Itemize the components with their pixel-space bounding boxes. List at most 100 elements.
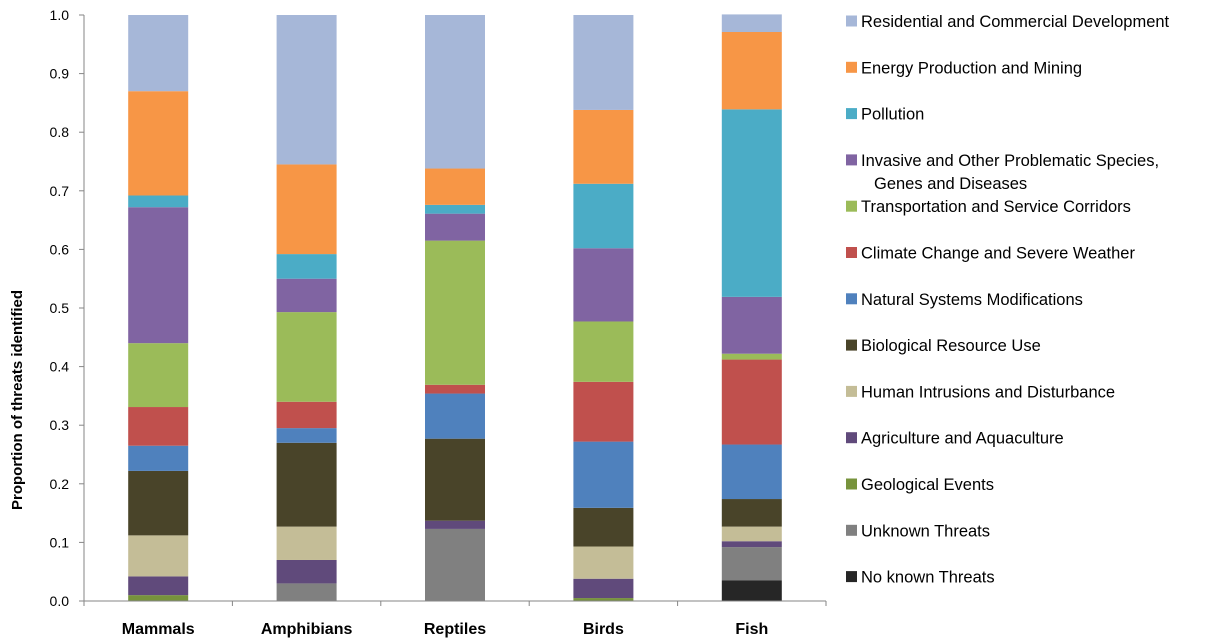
y-tick-label: 0.7 [50,183,70,199]
bar-segment [425,204,485,214]
bar-segment [425,240,485,385]
bar-segment [425,384,485,394]
bar-segment [128,195,189,208]
bar-segment [425,528,485,601]
y-tick-label: 0.1 [50,534,70,550]
y-tick-label: 0.4 [50,359,70,375]
bar-segment [276,526,337,560]
bar-segment [721,444,782,500]
legend-swatch [846,293,857,305]
legend-entry: Biological Resource Use [846,337,1041,355]
legend-label: Geological Events [861,476,994,494]
bars [128,14,782,601]
bar-segment [128,407,189,446]
legend-swatch [846,154,857,166]
bar-segment [128,576,189,596]
y-tick-label: 0.2 [50,476,70,492]
legend-swatch [846,385,857,397]
legend-label: Pollution [861,106,924,124]
bar-segment [573,248,634,322]
legend-label: Agriculture and Aquaculture [861,430,1064,448]
bar-segment [128,91,189,196]
bar-segment [425,520,485,529]
bar-segment [276,401,337,429]
legend-swatch [846,339,857,351]
y-tick-label: 0.0 [50,593,70,609]
bar-segment [425,15,485,169]
x-category-label: Amphibians [261,621,353,638]
bar-segment [128,343,189,408]
bar-segment [721,109,782,297]
legend-entry: Transportation and Service Corridors [846,198,1131,216]
bar-segment [721,580,782,601]
x-category-label: Reptiles [424,621,486,638]
bar-segment [573,183,634,249]
bar-segment [721,499,782,527]
legend: Residential and Commercial Development En… [846,13,1170,587]
legend-label: Biological Resource Use [861,337,1041,355]
legend-swatch [846,200,857,212]
legend-label: Natural Systems Modifications [861,291,1083,309]
bar-segment [276,559,337,584]
legend-swatch [846,247,857,258]
bar-segment [425,168,485,205]
y-tick-label: 0.8 [50,124,70,140]
legend-swatch [846,432,857,444]
legend-label: Residential and Commercial Development [861,13,1170,31]
bar-segment [721,547,782,581]
legend-entry: Human Intrusions and Disturbance [846,383,1115,401]
bar-segment [573,441,634,508]
y-axis-title: Proportion of threats identified [9,290,26,510]
y-tick-label: 0.5 [50,300,70,316]
legend-label: Energy Production and Mining [861,59,1082,77]
legend-entry: Natural Systems Modifications [846,291,1083,309]
bar-segment [276,583,337,601]
bar-segment [721,359,782,445]
bar-segment [721,526,782,542]
legend-swatch [846,524,857,536]
bar-segment [573,507,634,547]
legend-label: No known Threats [861,569,995,587]
bar-segment [276,442,337,527]
bar-segment [425,393,485,439]
bar-segment [276,164,337,255]
bar-segment [128,470,189,536]
legend-entry: Agriculture and Aquaculture [846,430,1064,448]
x-category-label: Mammals [122,621,195,638]
bar-segment [721,353,782,360]
legend-label: Invasive and Other Problematic Species, [861,152,1159,170]
legend-entry: Geological Events [846,476,994,494]
bar-segment [721,14,782,32]
bar-segment [721,541,782,548]
legend-label: Unknown Threats [861,522,990,540]
legend-label: Genes and Diseases [874,175,1027,193]
bar-segment [573,546,634,579]
bar-segment [573,109,634,184]
bar-segment [721,31,782,110]
legend-label: Climate Change and Severe Weather [861,245,1135,263]
axes [83,15,827,606]
legend-entry: Residential and Commercial Development [846,13,1170,31]
bar-segment [276,312,337,402]
bar-segment [128,15,189,92]
bar-segment [128,595,189,601]
legend-entry: No known Threats [846,569,995,587]
bar-segment [276,278,337,313]
legend-label: Transportation and Service Corridors [861,198,1131,216]
legend-swatch [846,61,857,73]
bar-segment [573,578,634,599]
legend-entry: Unknown Threats [846,522,990,540]
bar-segment [128,207,189,344]
x-axis-categories: Mammals Amphibians Reptiles Birds Fish [122,621,769,638]
bar-segment [573,321,634,382]
legend-entry: Climate Change and Severe Weather [846,245,1135,263]
y-tick-label: 0.9 [50,66,70,82]
bar-segment [573,381,634,442]
legend-swatch [846,15,857,27]
legend-entry: Pollution [846,106,924,124]
bar-segment [425,438,485,521]
y-tick-label: 0.6 [50,241,70,257]
bar-segment [425,213,485,241]
y-tick-label: 1.0 [50,7,70,23]
bar-segment [276,428,337,443]
